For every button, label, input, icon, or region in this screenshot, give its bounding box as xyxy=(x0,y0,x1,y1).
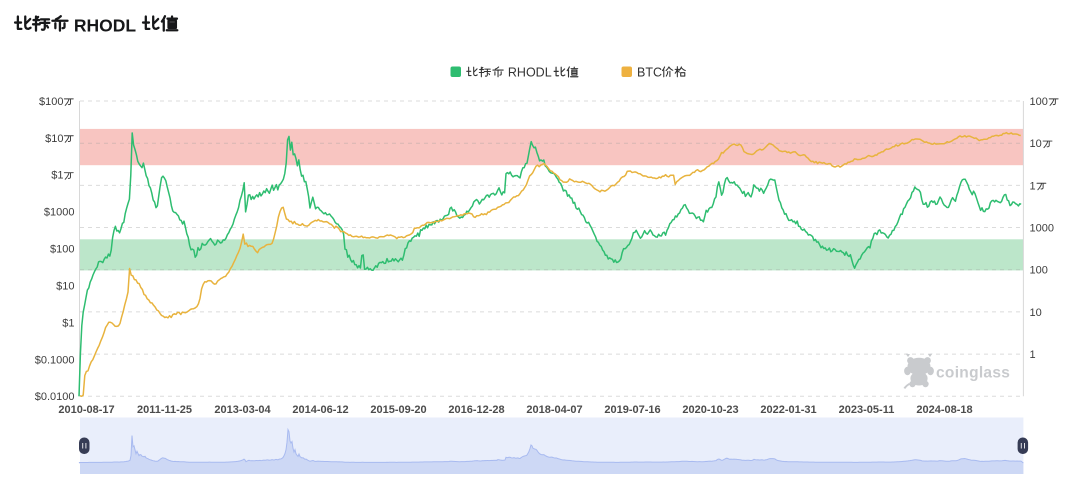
svg-text:2020-10-23: 2020-10-23 xyxy=(682,404,738,416)
svg-text:$0.1000: $0.1000 xyxy=(35,354,75,366)
svg-text:2023-05-11: 2023-05-11 xyxy=(839,404,895,416)
svg-text:$10: $10 xyxy=(56,281,74,293)
svg-text:2019-07-16: 2019-07-16 xyxy=(604,404,660,416)
svg-text:$0.0100: $0.0100 xyxy=(35,391,75,403)
svg-text:1: 1 xyxy=(1030,349,1036,361)
svg-text:2022-01-31: 2022-01-31 xyxy=(760,404,816,416)
svg-text:$10: $10 xyxy=(45,133,63,145)
svg-text:2014-06-12: 2014-06-12 xyxy=(292,404,348,416)
svg-text:2015-09-20: 2015-09-20 xyxy=(370,404,426,416)
svg-text:1: 1 xyxy=(1030,180,1036,192)
svg-text:coinglass: coinglass xyxy=(936,365,1010,382)
svg-text:2018-04-07: 2018-04-07 xyxy=(526,404,582,416)
svg-text:$1: $1 xyxy=(51,170,63,182)
svg-text:2010-08-17: 2010-08-17 xyxy=(58,404,114,416)
svg-text:100: 100 xyxy=(1030,265,1048,277)
svg-text:$1000: $1000 xyxy=(44,207,75,219)
svg-text:RHODL: RHODL xyxy=(508,65,552,79)
svg-text:$100: $100 xyxy=(39,96,63,108)
svg-text:2011-11-25: 2011-11-25 xyxy=(137,404,192,416)
svg-text:2013-03-04: 2013-03-04 xyxy=(214,404,271,416)
svg-text:2016-12-28: 2016-12-28 xyxy=(448,404,504,416)
svg-text:100: 100 xyxy=(1030,96,1048,108)
svg-text:10: 10 xyxy=(1030,138,1042,150)
svg-text:1000: 1000 xyxy=(1030,223,1054,235)
svg-text:RHODL: RHODL xyxy=(74,16,137,36)
svg-text:2024-08-18: 2024-08-18 xyxy=(916,404,972,416)
svg-text:10: 10 xyxy=(1030,307,1042,319)
svg-text:BTC: BTC xyxy=(637,65,662,79)
svg-text:$100: $100 xyxy=(50,244,74,256)
svg-text:$1: $1 xyxy=(62,317,74,329)
